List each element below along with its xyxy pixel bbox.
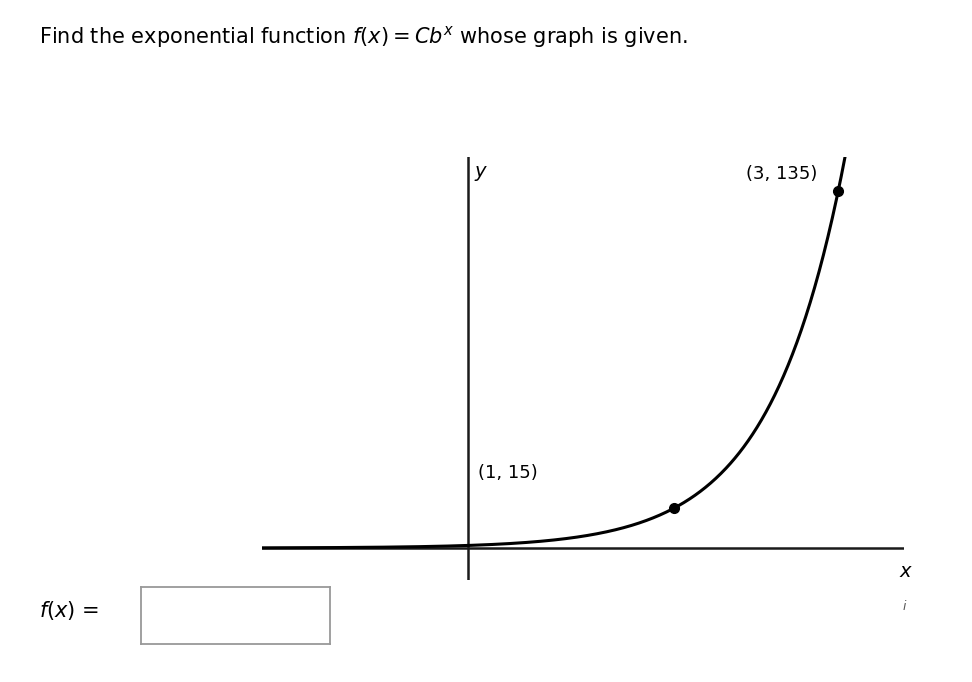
Text: Find the exponential function $f(x) = Cb^x$ whose graph is given.: Find the exponential function $f(x) = Cb… bbox=[39, 24, 687, 50]
Text: x: x bbox=[900, 562, 912, 581]
Text: (1, 15): (1, 15) bbox=[478, 464, 538, 482]
Text: i: i bbox=[902, 599, 906, 612]
Text: $f(x)$ =: $f(x)$ = bbox=[39, 599, 99, 622]
Text: y: y bbox=[474, 162, 486, 181]
Text: (3, 135): (3, 135) bbox=[746, 165, 817, 183]
